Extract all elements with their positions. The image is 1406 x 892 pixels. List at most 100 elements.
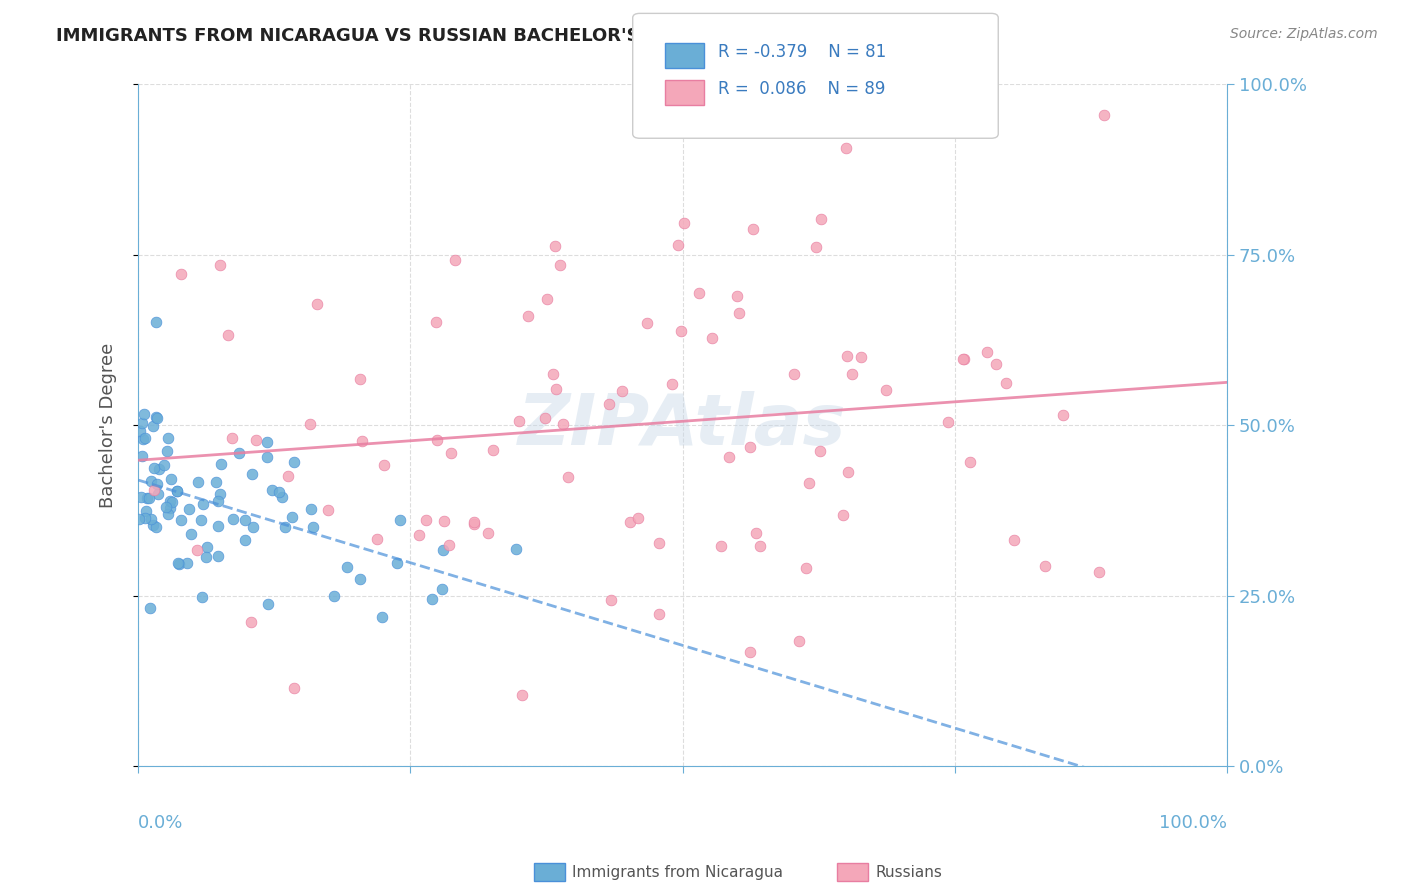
Text: IMMIGRANTS FROM NICARAGUA VS RUSSIAN BACHELOR'S DEGREE CORRELATION CHART: IMMIGRANTS FROM NICARAGUA VS RUSSIAN BAC…: [56, 27, 948, 45]
Point: [208, 258, 231, 272]
Point: [481, 442, 503, 457]
Point: [132, 407, 155, 421]
Point: [837, 465, 859, 479]
Point: [984, 357, 1007, 371]
Point: [257, 597, 280, 611]
Point: [142, 518, 165, 533]
Point: [619, 515, 641, 529]
Point: [437, 538, 460, 552]
Point: [648, 607, 671, 621]
Point: [610, 384, 633, 399]
Point: [228, 446, 250, 460]
Point: [439, 446, 461, 460]
Point: [672, 216, 695, 230]
Point: [432, 543, 454, 558]
Point: [145, 520, 167, 534]
Point: [134, 431, 156, 445]
Point: [533, 410, 555, 425]
Point: [1092, 108, 1115, 122]
Point: [129, 425, 152, 439]
Point: [648, 536, 671, 550]
Point: [794, 561, 817, 575]
Point: [425, 315, 447, 329]
Point: [157, 507, 180, 521]
Point: [187, 475, 209, 490]
Point: [745, 526, 768, 541]
Text: 100.0%: 100.0%: [1159, 814, 1227, 832]
Point: [1052, 409, 1074, 423]
Point: [389, 513, 412, 527]
Point: [157, 431, 180, 445]
Point: [557, 469, 579, 483]
Point: [209, 457, 232, 471]
Point: [553, 417, 575, 431]
Point: [463, 516, 485, 531]
Point: [832, 508, 855, 522]
Point: [976, 344, 998, 359]
Point: [131, 417, 153, 431]
Point: [385, 556, 408, 570]
Point: [162, 495, 184, 509]
Point: [371, 610, 394, 624]
Point: [134, 510, 156, 524]
Point: [256, 435, 278, 450]
Point: [240, 467, 263, 482]
Point: [132, 432, 155, 446]
Point: [155, 500, 177, 515]
Point: [156, 444, 179, 458]
Point: [702, 331, 724, 345]
Point: [426, 434, 449, 448]
Point: [505, 541, 527, 556]
Point: [221, 431, 243, 445]
Point: [799, 475, 821, 490]
Point: [600, 593, 623, 607]
Point: [718, 450, 741, 465]
Point: [131, 449, 153, 463]
Text: Immigrants from Nicaragua: Immigrants from Nicaragua: [572, 865, 783, 880]
Point: [336, 560, 359, 574]
Point: [145, 316, 167, 330]
Point: [283, 681, 305, 695]
Text: R =  0.086    N = 89: R = 0.086 N = 89: [718, 80, 886, 98]
Point: [167, 556, 190, 570]
Point: [135, 504, 157, 518]
Point: [235, 513, 257, 527]
Point: [274, 520, 297, 534]
Point: [835, 350, 858, 364]
Point: [408, 527, 430, 541]
Point: [994, 376, 1017, 390]
Point: [299, 417, 322, 431]
Point: [305, 297, 328, 311]
Point: [146, 487, 169, 501]
Text: Source: ZipAtlas.com: Source: ZipAtlas.com: [1230, 27, 1378, 41]
Point: [741, 221, 763, 235]
Point: [598, 397, 620, 411]
Point: [443, 253, 465, 268]
Point: [851, 351, 873, 365]
Point: [738, 440, 761, 454]
Point: [222, 512, 245, 526]
Point: [710, 540, 733, 554]
Text: 0.0%: 0.0%: [138, 814, 184, 832]
Y-axis label: Bachelor's Degree: Bachelor's Degree: [100, 343, 117, 508]
Point: [170, 513, 193, 527]
Point: [544, 382, 567, 396]
Point: [952, 351, 974, 366]
Point: [323, 589, 346, 603]
Point: [146, 410, 169, 425]
Point: [159, 472, 181, 486]
Point: [508, 414, 530, 428]
Point: [159, 493, 181, 508]
Point: [256, 450, 278, 464]
Point: [141, 474, 163, 488]
Point: [242, 520, 264, 534]
Point: [138, 491, 160, 506]
Point: [952, 352, 974, 367]
Point: [349, 572, 371, 586]
Point: [373, 458, 395, 472]
Point: [180, 527, 202, 541]
Point: [688, 286, 710, 301]
Point: [269, 484, 291, 499]
Point: [143, 461, 166, 475]
Point: [142, 419, 165, 434]
